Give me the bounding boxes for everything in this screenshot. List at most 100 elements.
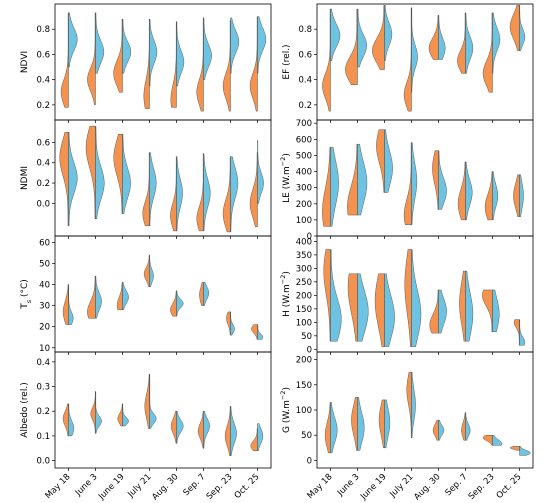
- violin-right-half: [519, 174, 524, 217]
- violin-right-half: [519, 446, 531, 456]
- panel-le: 0 100 200 300 400 500 600 700 LE (W.m−2): [279, 119, 534, 242]
- violin-left-half: [170, 156, 177, 232]
- violin-right-half: [257, 140, 264, 204]
- y-tick-label: 100: [296, 318, 312, 328]
- violin-right-half: [357, 8, 367, 68]
- y-tick-label: 0.8: [36, 25, 50, 35]
- violin-left-half: [482, 289, 493, 332]
- violin-right-half: [149, 18, 158, 87]
- y-tick-label: 60: [39, 238, 50, 248]
- violin-right-half: [330, 8, 341, 61]
- axes-frame: [316, 351, 534, 469]
- violin-left-half: [222, 20, 231, 112]
- panel-ts: 10 20 30 40 50 60 Ts (°C): [20, 235, 272, 355]
- y-tick-label: 200: [296, 291, 312, 301]
- violin-left-half: [322, 147, 331, 227]
- x-tick-label: May 18: [306, 472, 335, 501]
- y-tick-label: 350: [296, 251, 312, 261]
- violin-right-half: [176, 411, 184, 444]
- y-tick-label: 0.8: [298, 25, 312, 35]
- y-tick-label: 50: [301, 332, 312, 342]
- violin-right-half: [203, 282, 210, 306]
- y-tick-label: 50: [39, 259, 50, 269]
- x-tick-label: Sep. 7: [182, 472, 208, 498]
- violin-right-half: [330, 147, 339, 227]
- violin-right-half: [176, 290, 184, 317]
- y-axis-label: Albedo (rel.): [20, 382, 30, 437]
- y-tick-label: 0.2: [36, 179, 50, 189]
- violin-right-half: [203, 411, 210, 449]
- y-axis-label-part: Albedo (rel.): [20, 382, 30, 437]
- violin-left-half: [59, 132, 69, 227]
- violin-right-half: [149, 374, 157, 429]
- y-axis-label-part: (°C): [20, 279, 30, 300]
- y-axis-label: NDVI: [20, 51, 30, 73]
- violin-left-half: [509, 446, 520, 451]
- y-axis-label: EF (rel.): [282, 44, 292, 79]
- y-tick-label: 200: [296, 356, 312, 366]
- axes-frame: [54, 3, 272, 121]
- violin-left-half: [143, 254, 150, 287]
- y-tick-label: 0.2: [36, 407, 50, 417]
- y-tick-label: 0: [307, 232, 312, 242]
- violin-right-half: [122, 282, 129, 311]
- violin-right-half: [384, 129, 393, 193]
- violin-left-half: [224, 406, 231, 456]
- y-axis-label: Ts (°C): [20, 279, 33, 310]
- violin-right-half: [230, 17, 240, 74]
- violin-left-half: [457, 161, 466, 221]
- violin-right-half: [95, 391, 102, 434]
- violin-right-half: [68, 284, 74, 325]
- y-axis-label-part: LE (W.m: [282, 166, 292, 203]
- violin-right-half: [411, 249, 422, 347]
- y-tick-label: 0.6: [36, 50, 50, 60]
- x-tick-label: Oct. 25: [495, 472, 524, 501]
- y-tick-label: 0.4: [36, 159, 50, 169]
- y-axis-label-part: NDVI: [20, 51, 30, 73]
- y-tick-label: 0.4: [36, 76, 50, 86]
- violin-left-half: [90, 391, 96, 434]
- violin-right-half: [465, 161, 473, 221]
- y-axis-label-part: H (W.m: [282, 284, 292, 317]
- x-tick-label: Aug. 30: [150, 472, 180, 502]
- violin-right-half: [257, 324, 264, 340]
- violin-right-half: [438, 419, 445, 441]
- y-tick-label: 400: [296, 237, 312, 247]
- axes-frame: [316, 119, 534, 237]
- violin-left-half: [249, 16, 258, 112]
- violin-left-half: [372, 5, 385, 70]
- axes-frame: [54, 351, 272, 469]
- violin-left-half: [199, 282, 204, 306]
- violin-left-half: [376, 129, 385, 193]
- axes-frame: [54, 235, 272, 353]
- y-tick-label: 0.0: [36, 457, 50, 467]
- violin-left-half: [113, 134, 123, 214]
- violin-left-half: [429, 289, 439, 334]
- y-tick-label: 150: [296, 305, 312, 315]
- violin-right-half: [176, 156, 183, 232]
- violin-left-half: [347, 143, 358, 216]
- y-tick-label: 30: [39, 302, 50, 312]
- y-tick-label: 0.2: [298, 101, 312, 111]
- violin-left-half: [482, 435, 493, 446]
- y-axis-label: H (W.m−2): [279, 271, 292, 317]
- x-tick-label: Aug. 30: [412, 472, 442, 502]
- violin-left-half: [322, 8, 331, 112]
- violin-right-half: [149, 254, 154, 287]
- violin-left-half: [62, 284, 69, 325]
- x-tick-label: Sep. 7: [444, 472, 470, 498]
- x-tick-label: Sep. 23: [467, 472, 497, 502]
- panel-ef: 0.2 0.4 0.6 0.8 EF (rel.): [282, 3, 534, 123]
- violin-left-half: [144, 374, 150, 429]
- violin-left-half: [196, 153, 204, 232]
- violin-left-half: [324, 402, 331, 454]
- y-tick-label: 40: [39, 281, 50, 291]
- violin-left-half: [196, 17, 204, 112]
- violin-left-half: [323, 249, 331, 342]
- violin-right-half: [465, 12, 474, 74]
- violin-right-half: [357, 397, 365, 451]
- panel-ndmi: 0.0 0.2 0.4 0.6 NDMI: [20, 119, 272, 239]
- violin-left-half: [170, 411, 177, 444]
